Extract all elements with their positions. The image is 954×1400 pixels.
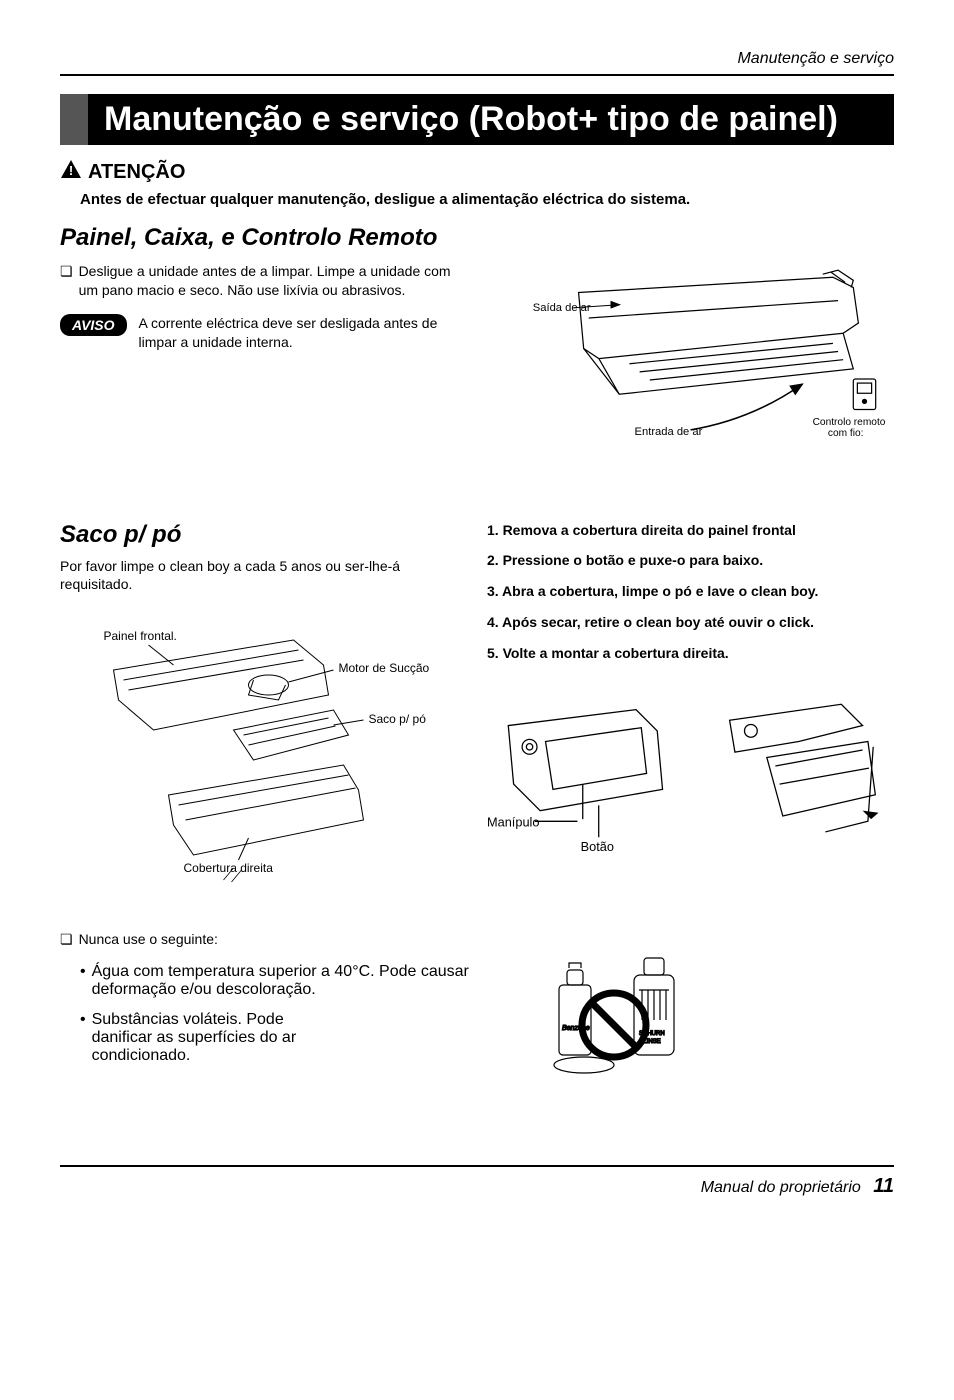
- header-rule: [60, 74, 894, 76]
- label-dust-bag: Saco p/ pó: [369, 712, 427, 726]
- label-suction-motor: Motor de Sucção: [339, 661, 430, 675]
- never-use-section: ❏ Nunca use o seguinte: • Água com tempe…: [60, 930, 894, 1085]
- dot-icon: •: [80, 963, 86, 999]
- aviso-row: AVISO A corrente eléctrica deve ser desl…: [60, 314, 467, 352]
- label-button: Botão: [581, 839, 614, 853]
- page-footer: Manual do proprietário 11: [60, 1165, 894, 1198]
- warning-icon: !: [60, 159, 82, 185]
- label-remote: Controlo remotocom fio:: [813, 417, 886, 439]
- label-front-panel: Painel frontal.: [104, 629, 177, 643]
- step-3: 3. Abra a cobertura, limpe o pó e lave o…: [487, 582, 894, 601]
- step-1: 1. Remova a cobertura direita do painel …: [487, 521, 894, 540]
- panel-heading: Painel, Caixa, e Controlo Remoto: [60, 224, 894, 252]
- unit-diagram: Saída de ar Entrada de ar Controlo remot…: [487, 262, 894, 471]
- exploded-diagram: Painel frontal. Motor de Sucção Saco p/ …: [60, 610, 467, 890]
- title-bar: Manutenção e serviço (Robot+ tipo de pai…: [60, 94, 894, 145]
- warning-label: ATENÇÃO: [88, 161, 185, 184]
- handle-diagrams: Manípulo Botão: [487, 683, 894, 858]
- aviso-text: A corrente eléctrica deve ser desligada …: [139, 314, 467, 352]
- panel-bullet-text: Desligue a unidade antes de a limpar. Li…: [79, 262, 467, 300]
- label-air-in: Entrada de ar: [635, 426, 703, 438]
- title-accent: [60, 94, 88, 145]
- never-lead: Nunca use o seguinte:: [79, 930, 218, 949]
- label-air-out: Saída de ar: [533, 302, 591, 314]
- label-handle: Manípulo: [487, 815, 539, 830]
- label-right-cover: Cobertura direita: [184, 861, 274, 875]
- warning-description: Antes de efectuar qualquer manutenção, d…: [80, 191, 894, 208]
- aviso-badge: AVISO: [60, 314, 127, 336]
- step-5: 5. Volte a montar a cobertura direita.: [487, 644, 894, 663]
- footer-rule: [60, 1165, 894, 1167]
- prohibition-diagram: Benzene SCHURN CLINSE: [539, 930, 699, 1085]
- saco-heading: Saco p/ pó: [60, 521, 467, 549]
- panel-bullet: ❏ Desligue a unidade antes de a limpar. …: [60, 262, 467, 300]
- page-number: 11: [873, 1175, 894, 1197]
- step-2: 2. Pressione o botão e puxe-o para baixo…: [487, 551, 894, 570]
- saco-description: Por favor limpe o clean boy a cada 5 ano…: [60, 557, 467, 595]
- bullet-icon: ❏: [60, 930, 73, 949]
- svg-text:!: !: [69, 163, 73, 178]
- never-item-1: Água com temperatura superior a 40°C. Po…: [92, 963, 519, 999]
- step-4: 4. Após secar, retire o clean boy até ou…: [487, 613, 894, 632]
- warning-row: ! ATENÇÃO: [60, 159, 894, 185]
- page-title: Manutenção e serviço (Robot+ tipo de pai…: [88, 94, 894, 145]
- never-item-2: Substâncias voláteis. Pode danificar as …: [92, 1011, 300, 1065]
- header-section-label: Manutenção e serviço: [60, 50, 894, 68]
- footer-label: Manual do proprietário: [701, 1179, 861, 1196]
- dot-icon: •: [80, 1011, 86, 1065]
- bullet-icon: ❏: [60, 262, 73, 300]
